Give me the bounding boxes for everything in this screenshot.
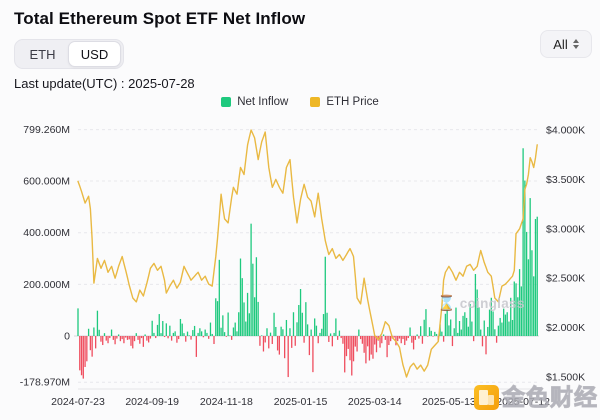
- toggle-option-usd[interactable]: USD: [68, 41, 121, 67]
- svg-text:400.000M: 400.000M: [23, 227, 70, 239]
- svg-text:799.260M: 799.260M: [23, 124, 70, 136]
- svg-text:$2.000K: $2.000K: [546, 322, 585, 334]
- svg-text:2025-03-14: 2025-03-14: [348, 396, 402, 408]
- svg-text:0: 0: [64, 331, 70, 343]
- eth-price-swatch-icon: [310, 97, 321, 107]
- svg-text:2024-11-18: 2024-11-18: [200, 396, 253, 408]
- svg-text:$3.500K: $3.500K: [546, 174, 585, 186]
- legend-item-eth-price[interactable]: ETH Price: [310, 96, 379, 108]
- last-update-label: Last update(UTC) : 2025-07-28: [14, 76, 195, 91]
- range-select-value: All: [553, 36, 568, 52]
- chart-legend: Net Inflow ETH Price: [0, 96, 600, 108]
- legend-item-net-inflow[interactable]: Net Inflow: [221, 96, 288, 108]
- legend-label: ETH Price: [326, 96, 379, 108]
- svg-text:200.000M: 200.000M: [23, 279, 70, 291]
- chevron-updown-icon: [572, 39, 579, 49]
- svg-text:2025-05-13: 2025-05-13: [422, 396, 476, 408]
- svg-text:$1.500K: $1.500K: [546, 372, 585, 384]
- page-title: Total Ethereum Spot ETF Net Inflow: [14, 9, 306, 28]
- svg-text:600.000M: 600.000M: [23, 176, 70, 188]
- toggle-option-eth[interactable]: ETH: [29, 46, 56, 62]
- svg-text:$3.000K: $3.000K: [546, 223, 585, 235]
- currency-toggle: ETH USD: [14, 39, 124, 69]
- legend-label: Net Inflow: [237, 96, 289, 108]
- range-select[interactable]: All: [540, 30, 592, 58]
- svg-text:2025-07-12: 2025-07-12: [496, 396, 550, 408]
- svg-text:$4.000K: $4.000K: [546, 125, 585, 137]
- svg-text:2025-01-15: 2025-01-15: [274, 396, 328, 408]
- svg-text:2024-09-19: 2024-09-19: [125, 396, 179, 408]
- svg-text:-178.970M: -178.970M: [20, 377, 70, 389]
- inflow-price-chart[interactable]: 799.260M 600.000M 400.000M 200.000M 0 -178.97…: [0, 118, 600, 420]
- svg-text:$2.500K: $2.500K: [546, 273, 585, 285]
- svg-text:2024-07-23: 2024-07-23: [51, 396, 105, 408]
- net-inflow-swatch-icon: [221, 97, 232, 107]
